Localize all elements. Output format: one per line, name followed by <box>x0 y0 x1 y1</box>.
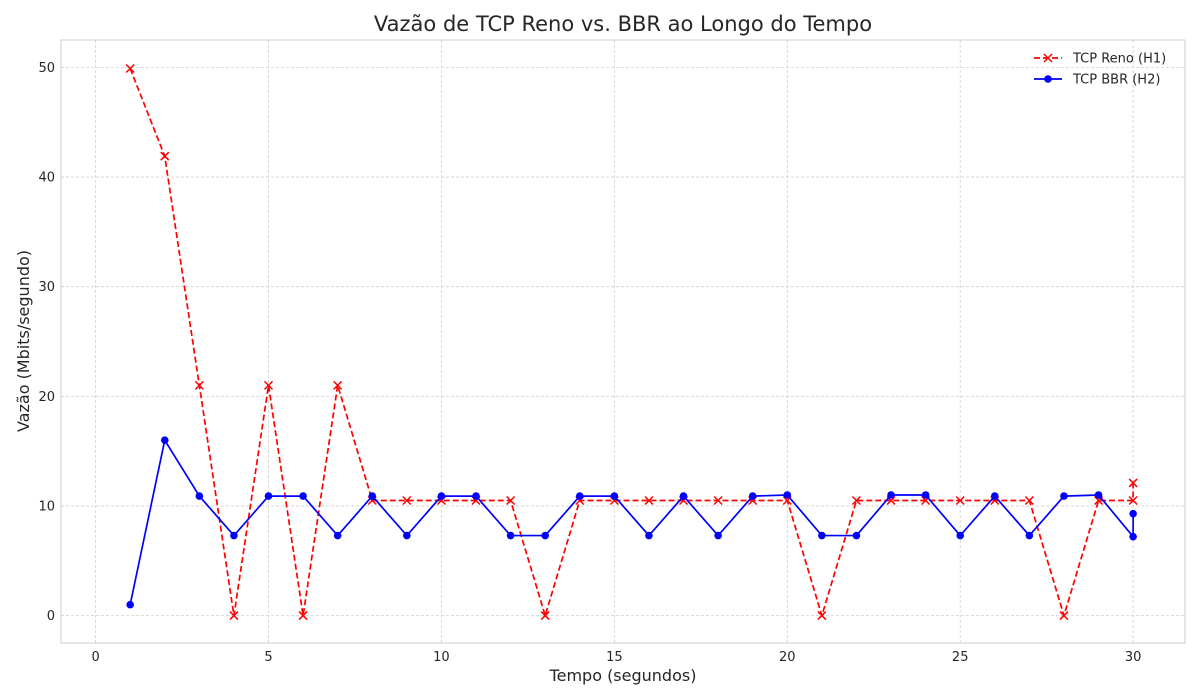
tcp-bbr-h2-point <box>195 492 204 500</box>
tcp-bbr-h2-point <box>748 492 757 500</box>
tcp-reno-h1-point <box>817 611 827 621</box>
tcp-bbr-h2-point <box>575 492 584 500</box>
tcp-bbr-h2-point <box>472 492 480 500</box>
tcp-bbr-h2-point <box>956 531 964 540</box>
x-tick-label: 10 <box>433 650 450 665</box>
y-tick-label: 10 <box>38 499 55 514</box>
tcp-bbr-h2-point <box>160 436 169 444</box>
y-tick-label: 20 <box>38 390 55 405</box>
tcp-bbr-h2-point <box>714 531 722 540</box>
legend-label: TCP BBR (H2) <box>1072 73 1160 88</box>
tcp-bbr-h2-point <box>1060 492 1068 500</box>
tcp-reno-h1-point <box>402 495 412 506</box>
tcp-reno-h1-point <box>125 63 135 74</box>
tcp-bbr-h2-point <box>264 492 273 500</box>
tcp-bbr-h2-point <box>368 492 377 500</box>
tcp-reno-h1-point <box>1059 611 1069 621</box>
y-axis-label: Vazão (Mbits/segundo) <box>14 250 33 432</box>
tcp-reno-h1-point <box>160 151 170 161</box>
legend-entry: TCP Reno (H1) <box>1034 52 1166 67</box>
x-tick-label: 0 <box>91 650 99 665</box>
tcp-reno-h1-point <box>713 495 723 506</box>
tcp-reno-h1-point <box>540 611 550 621</box>
tcp-reno-h1-point <box>506 495 516 506</box>
tcp-reno-h1-point <box>194 380 204 390</box>
tcp-bbr-h2-point <box>818 531 826 540</box>
y-tick-label: 50 <box>38 61 55 76</box>
tcp-bbr-h2-point <box>333 531 342 540</box>
x-axis-label: Tempo (segundos) <box>549 666 697 685</box>
tcp-bbr-h2-point <box>921 491 930 499</box>
plot-area <box>60 39 1186 644</box>
tcp-bbr-h2-point <box>299 492 307 500</box>
tcp-reno-h1-point <box>851 495 861 506</box>
tcp-bbr-h2-point <box>437 492 446 500</box>
tcp-bbr-h2-point <box>1025 531 1034 540</box>
y-tick-label: 40 <box>38 171 55 186</box>
tcp-bbr-h2-point <box>852 531 861 540</box>
tcp-bbr-h2-point <box>1129 532 1137 541</box>
legend: TCP Reno (H1) TCP BBR (H2) <box>1034 52 1166 88</box>
x-tick-label: 5 <box>264 650 272 665</box>
tcp-bbr-h2-point <box>610 492 619 500</box>
tcp-reno-h1-point <box>1128 495 1138 506</box>
legend-tcp-bbr-h2-point <box>1044 75 1052 83</box>
legend-tcp-reno-h1-point <box>1043 53 1053 63</box>
x-tick-label: 30 <box>1125 650 1142 665</box>
tcp-bbr-h2-series <box>126 436 1137 609</box>
tcp-reno-h1-point <box>1128 478 1138 488</box>
tcp-bbr-h2-point <box>1094 491 1103 499</box>
axis-ticks: 0 5 10 15 20 25 30 0 10 20 30 40 50 <box>38 61 1141 665</box>
series-layer <box>125 63 1138 621</box>
x-tick-label: 20 <box>779 650 796 665</box>
tcp-bbr-h2-point <box>403 531 411 540</box>
tcp-reno-h1-point <box>263 380 274 390</box>
tcp-reno-h1-point <box>298 611 308 621</box>
legend-label: TCP Reno (H1) <box>1072 52 1166 67</box>
tcp-bbr-h2-point <box>645 531 653 540</box>
y-tick-label: 0 <box>47 609 55 624</box>
tcp-bbr-h2-point <box>506 531 515 540</box>
tcp-reno-h1-point <box>644 495 654 506</box>
tcp-reno-h1-point <box>333 380 343 390</box>
chart-title: Vazão de TCP Reno vs. BBR ao Longo do Te… <box>374 12 872 36</box>
x-tick-label: 25 <box>952 650 969 665</box>
tcp-bbr-h2-point <box>887 491 895 499</box>
tcp-reno-h1-point <box>955 495 965 506</box>
y-tick-label: 30 <box>38 280 55 295</box>
tcp-bbr-h2-point <box>230 531 238 540</box>
tcp-bbr-h2-point <box>541 531 549 540</box>
tcp-reno-h1-point <box>1024 495 1034 506</box>
x-tick-label: 15 <box>606 650 623 665</box>
tcp-bbr-h2-point <box>990 492 999 500</box>
tcp-bbr-h2-point <box>126 600 134 609</box>
tcp-bbr-h2-point <box>1129 509 1137 518</box>
tcp-bbr-h2-point <box>679 492 688 500</box>
legend-entry: TCP BBR (H2) <box>1034 73 1160 88</box>
tcp-bbr-h2-point <box>783 491 792 499</box>
tcp-reno-h1-point <box>229 611 239 621</box>
